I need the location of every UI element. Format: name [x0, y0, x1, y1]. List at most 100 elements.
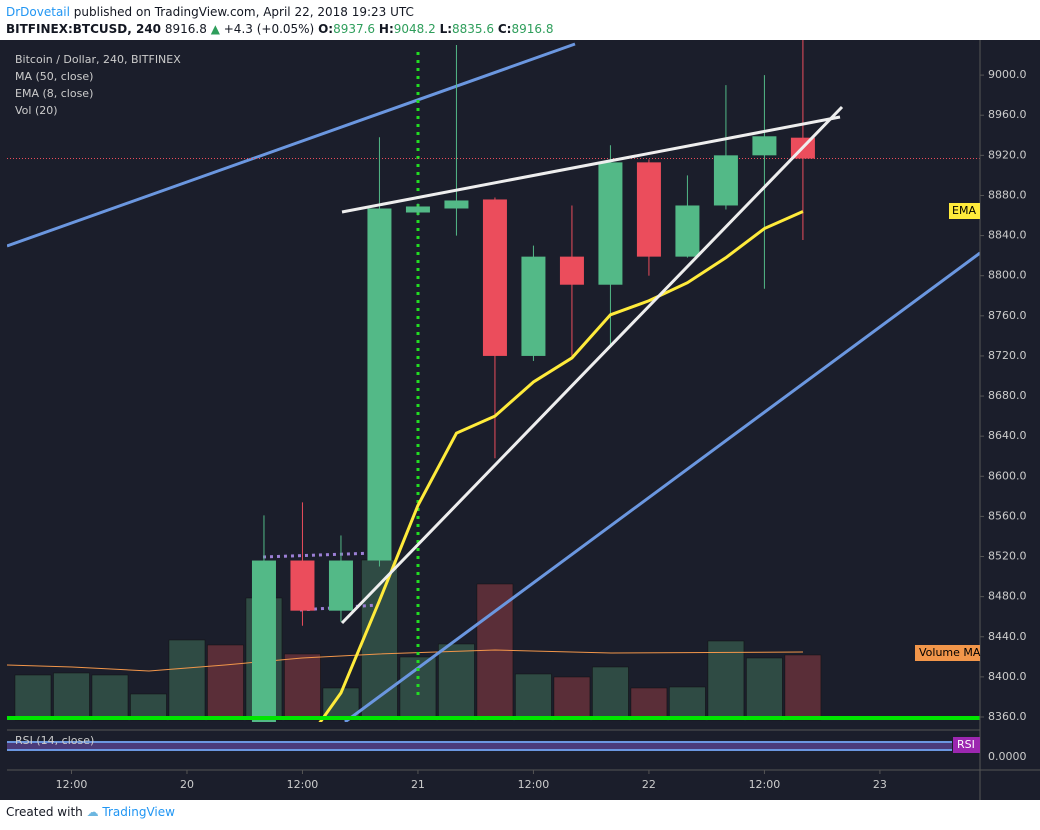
rsi-label: RSI (14, close): [15, 734, 94, 747]
last: 8916.8: [164, 22, 207, 36]
l: 8835.6: [452, 22, 495, 36]
volume-bar: [746, 657, 783, 721]
volume-ma: [6, 649, 804, 672]
arrow: ▲: [210, 22, 220, 36]
y-tick-label: 8960.0: [988, 108, 1027, 121]
h-label: H:: [378, 22, 394, 36]
volume-bar: [630, 687, 668, 721]
brand[interactable]: TradingView: [102, 805, 175, 819]
candle-body: [675, 205, 700, 257]
footer: Created with ☁ TradingView: [6, 805, 175, 819]
volume-bar: [168, 639, 206, 721]
c-label: C:: [497, 22, 512, 36]
x-tick-label: 12:00: [518, 778, 550, 791]
volume-bar: [91, 674, 129, 721]
y-tick-label: 8480.0: [988, 590, 1027, 603]
y-tick-label: 8560.0: [988, 509, 1027, 522]
y-tick-label: 8360.0: [988, 710, 1027, 723]
x-tick-label: 23: [873, 778, 887, 791]
volume-bar: [284, 653, 321, 721]
symbol: BITFINEX:BTCUSD, 240: [6, 22, 162, 36]
vma-tag: Volume MA: [919, 646, 981, 659]
rsi-tick: 0.0000: [988, 750, 1027, 763]
candle-body: [251, 560, 276, 722]
h: 9048.2: [393, 22, 436, 36]
legend-entry: EMA (8, close): [15, 87, 93, 100]
o-label: O:: [318, 22, 334, 36]
candle-body: [290, 560, 315, 611]
y-tick-label: 8520.0: [988, 550, 1027, 563]
c: 8916.8: [511, 22, 554, 36]
change: +4.3 (+0.05%): [223, 22, 315, 36]
candle-body: [598, 162, 623, 285]
rsi-band: [7, 741, 952, 751]
candle-body: [405, 206, 430, 213]
chart-title: Bitcoin / Dollar, 240, BITFINEX: [15, 53, 181, 66]
volume-bar: [476, 583, 514, 721]
trend-line: [344, 251, 980, 722]
y-tick-label: 8680.0: [988, 389, 1027, 402]
header-line: DrDovetail published on TradingView.com,…: [6, 4, 553, 21]
chart: RSI (14, close) RSI 0.0000 EMA Volume MA…: [0, 40, 1040, 800]
y-tick-label: 8400.0: [988, 670, 1027, 683]
x-tick-label: 12:00: [56, 778, 88, 791]
y-tick-label: 8720.0: [988, 349, 1027, 362]
volume-bar: [669, 686, 706, 721]
volume-bar: [207, 644, 244, 721]
trend-line: [341, 115, 841, 214]
range-line: [299, 603, 379, 612]
created: Created with: [6, 805, 83, 819]
candle-body: [559, 256, 584, 285]
volume-bar: [784, 654, 822, 721]
published: published on TradingView.com, April 22, …: [73, 5, 414, 19]
candle-body: [636, 162, 661, 257]
l-label: L:: [439, 22, 453, 36]
candle-body: [521, 256, 546, 356]
rsi-tag: RSI: [957, 738, 975, 751]
range-line: [262, 551, 376, 559]
y-tick-label: 8840.0: [988, 229, 1027, 242]
volume-bar: [53, 672, 90, 721]
y-tick-label: 8600.0: [988, 469, 1027, 482]
rsi-tag-bg: [953, 737, 980, 753]
volume-bar: [592, 666, 629, 721]
author[interactable]: DrDovetail: [6, 5, 70, 19]
x-tick-label: 12:00: [749, 778, 781, 791]
volume-bar: [14, 674, 52, 721]
x-tick-label: 21: [411, 778, 425, 791]
legend-entry: MA (50, close): [15, 70, 93, 83]
header-line: BITFINEX:BTCUSD, 240 8916.8 ▲ +4.3 (+0.0…: [6, 21, 553, 38]
y-tick-label: 8440.0: [988, 630, 1027, 643]
volume-bar: [515, 673, 552, 721]
candle-body: [482, 199, 507, 356]
x-tick-label: 22: [642, 778, 656, 791]
volume-bar: [707, 640, 745, 721]
candle-body: [367, 208, 392, 561]
candle-body: [752, 136, 777, 156]
drawings: [7, 42, 980, 722]
candle-body: [713, 155, 738, 206]
y-tick-label: 8760.0: [988, 309, 1027, 322]
x-tick-label: 20: [180, 778, 194, 791]
price-pane: [7, 40, 980, 722]
x-tick-label: 12:00: [287, 778, 319, 791]
y-tick-label: 8920.0: [988, 148, 1027, 161]
ema-line: [318, 210, 804, 722]
candle-body: [444, 200, 469, 209]
volume-bar: [361, 559, 398, 721]
vma-tag-bg: [915, 645, 980, 661]
candle-body: [328, 560, 353, 611]
trend-line: [340, 105, 844, 625]
volume-bar: [438, 643, 475, 721]
y-tick-label: 8640.0: [988, 429, 1027, 442]
ema-tag: EMA: [952, 204, 976, 217]
drawings: [340, 105, 844, 625]
trend-line: [7, 42, 576, 248]
volume-bar: [553, 676, 591, 721]
legend-entry: Vol (20): [15, 104, 58, 117]
y-tick-label: 9000.0: [988, 68, 1027, 81]
header: DrDovetail published on TradingView.com,…: [6, 4, 553, 38]
ema-tag-bg: [949, 203, 980, 219]
o: 8937.6: [333, 22, 376, 36]
y-tick-label: 8800.0: [988, 269, 1027, 282]
